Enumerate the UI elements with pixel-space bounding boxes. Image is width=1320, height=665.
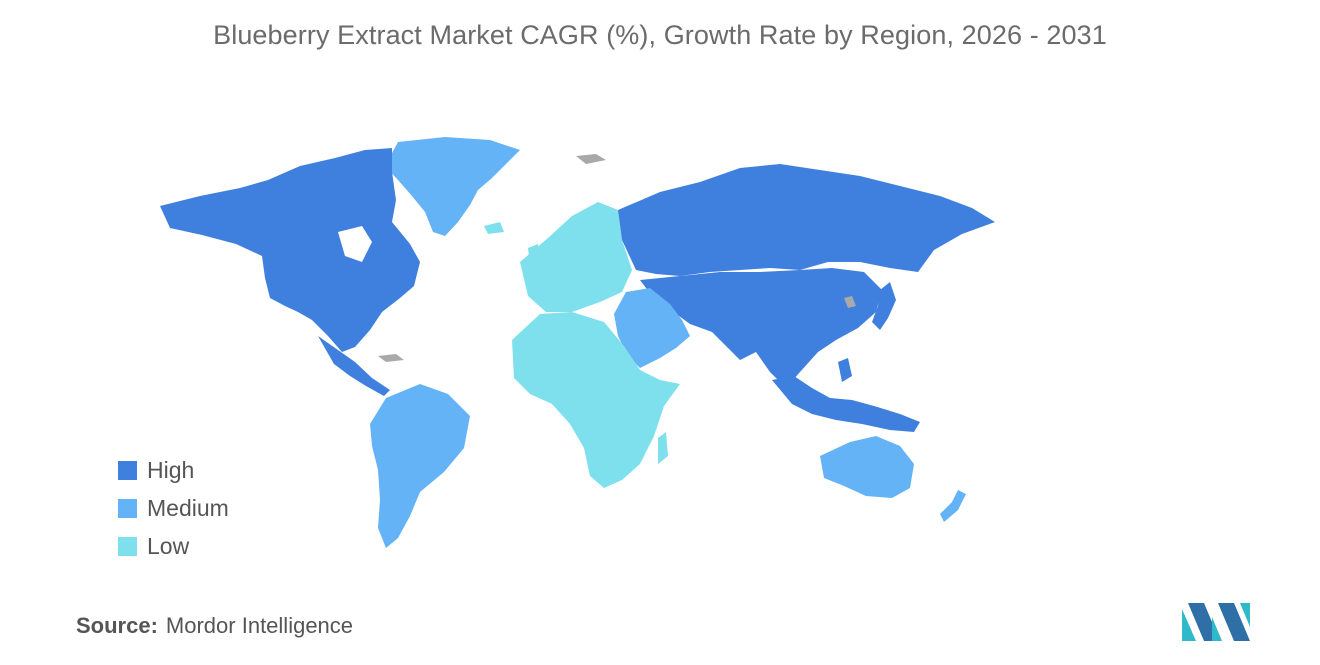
region-svalbard xyxy=(576,154,606,164)
region-north-america xyxy=(160,148,420,352)
source-value: Mordor Intelligence xyxy=(165,613,354,638)
legend-label-high: High xyxy=(147,456,195,483)
region-hudson-bay xyxy=(338,226,372,262)
legend-label-medium: Medium xyxy=(147,494,229,521)
region-north-korea xyxy=(844,296,856,308)
region-iceland xyxy=(484,222,504,234)
region-australia xyxy=(820,436,914,498)
region-europe xyxy=(520,202,632,312)
legend: High Medium Low xyxy=(118,451,229,565)
region-japan xyxy=(872,282,896,330)
legend-item-low: Low xyxy=(118,527,229,565)
region-new-zealand xyxy=(940,490,966,522)
region-caribbean xyxy=(378,354,404,362)
legend-item-high: High xyxy=(118,451,229,489)
source-line: Source: Mordor Intelligence xyxy=(76,613,353,639)
region-greenland xyxy=(385,137,520,236)
source-label: Source: xyxy=(76,613,158,638)
region-russia xyxy=(618,164,995,276)
legend-swatch-low xyxy=(118,536,137,556)
region-central-america xyxy=(318,336,390,396)
legend-item-medium: Medium xyxy=(118,489,229,527)
legend-swatch-high xyxy=(118,460,137,480)
mordor-intelligence-logo-icon xyxy=(1182,603,1250,641)
region-southeast-asia xyxy=(772,376,920,432)
region-madagascar xyxy=(658,432,668,464)
legend-swatch-medium xyxy=(118,498,137,518)
region-philippines xyxy=(838,358,852,382)
region-south-america xyxy=(370,384,470,548)
region-africa xyxy=(512,312,680,488)
region-uk xyxy=(528,244,540,266)
chart-title: Blueberry Extract Market CAGR (%), Growt… xyxy=(213,20,1107,50)
legend-label-low: Low xyxy=(147,532,190,559)
region-middle-east xyxy=(614,288,690,368)
region-asia xyxy=(640,268,882,388)
